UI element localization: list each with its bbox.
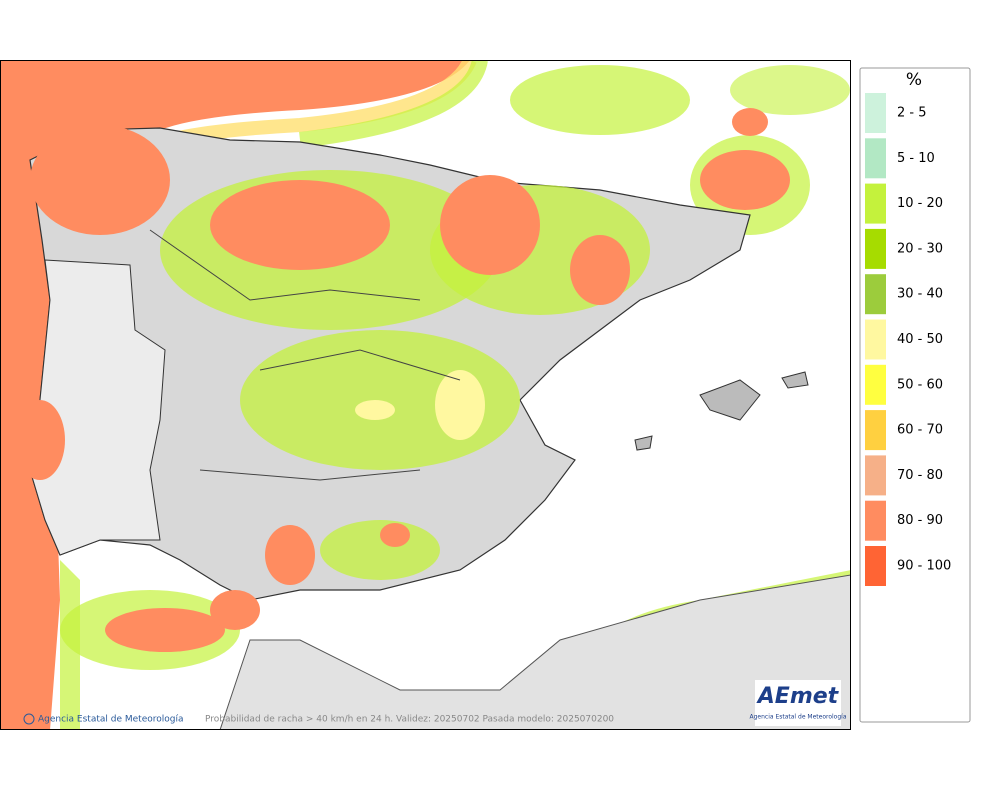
legend-swatch (865, 319, 886, 360)
legend-swatch (865, 455, 886, 496)
logo-name: AEmet (756, 684, 840, 709)
legend-swatch (865, 546, 886, 586)
copyright-icon (23, 713, 35, 725)
map (1, 61, 850, 729)
legend-label: 20 - 30 (897, 241, 943, 256)
legend-swatch (865, 183, 886, 224)
legend-label: 2 - 5 (897, 106, 927, 121)
legend-label: 60 - 70 (897, 423, 943, 438)
legend-swatch (865, 93, 886, 133)
logo-box (755, 680, 841, 726)
logo-subtitle: Agencia Estatal de Meteorología (750, 714, 847, 721)
legend-label: 90 - 100 (897, 559, 951, 574)
legend-swatch (865, 138, 886, 179)
legend-swatch (865, 500, 886, 541)
legend: % 2 - 5 5 - 10 10 - 20 20 - 30 30 - 40 40 - 5… (859, 67, 971, 723)
legend-swatch (865, 228, 886, 269)
legend-label: 70 - 80 (897, 468, 943, 483)
legend-box (859, 67, 971, 723)
legend-label: 30 - 40 (897, 287, 943, 302)
legend-swatch (865, 410, 886, 451)
caption: Probabilidad de racha > 40 km/h en 24 h.… (205, 715, 614, 725)
legend-title: % (906, 70, 922, 90)
legend-label: 10 - 20 (897, 196, 943, 211)
legend-swatch (865, 364, 886, 405)
legend-swatch (865, 274, 886, 315)
legend-label: 5 - 10 (897, 151, 935, 166)
legend-label: 40 - 50 (897, 332, 943, 347)
legend-label: 50 - 60 (897, 377, 943, 392)
credit: Agencia Estatal de Meteorología (38, 715, 184, 725)
map-frame (0, 60, 851, 730)
legend-label: 80 - 90 (897, 513, 943, 528)
